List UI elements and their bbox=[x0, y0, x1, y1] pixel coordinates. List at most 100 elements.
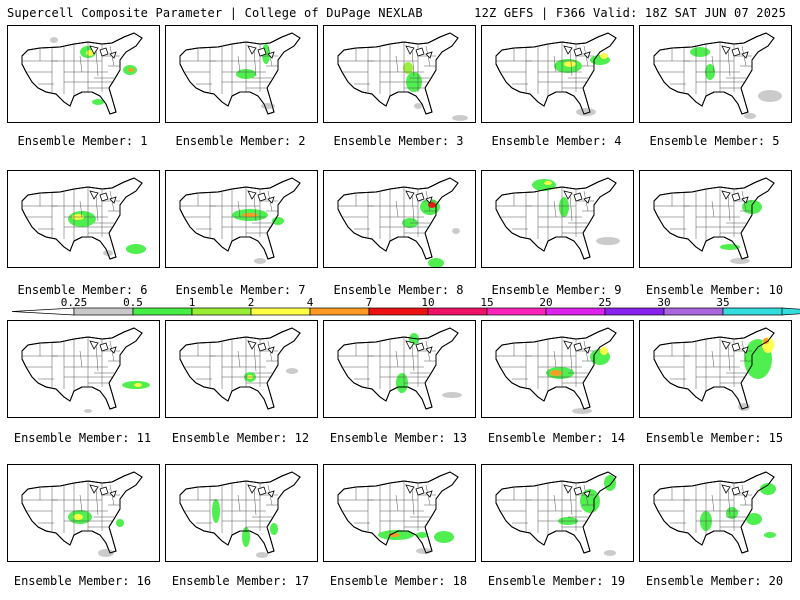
coastline bbox=[21, 327, 143, 410]
state-border bbox=[671, 192, 697, 239]
state-border bbox=[52, 499, 112, 522]
ensemble-member-label: Ensemble Member: 14 bbox=[487, 431, 626, 445]
scp-contour-patch bbox=[414, 103, 422, 109]
great-lakes bbox=[563, 45, 591, 59]
scp-contour-patch bbox=[604, 475, 616, 491]
scp-contour-patch bbox=[600, 347, 608, 355]
state-border bbox=[39, 192, 65, 239]
scp-contour-patch bbox=[286, 368, 298, 374]
scp-contour-patch bbox=[452, 115, 468, 121]
coastline bbox=[653, 177, 775, 260]
coastline bbox=[653, 471, 775, 554]
scp-contour-patch bbox=[128, 68, 134, 72]
state-border bbox=[52, 60, 112, 83]
map-title: Supercell Composite Parameter | College … bbox=[7, 6, 423, 20]
scp-contour-patch bbox=[596, 237, 620, 245]
ensemble-member-map bbox=[481, 25, 634, 123]
model-run-valid-time: 12Z GEFS | F366 Valid: 18Z SAT JUN 07 20… bbox=[474, 6, 786, 20]
scp-contour-patch bbox=[763, 338, 769, 344]
colorbar-tick-label: 10 bbox=[421, 296, 435, 309]
state-border bbox=[355, 486, 381, 533]
great-lakes bbox=[405, 484, 433, 498]
scp-contour-patch bbox=[73, 514, 83, 520]
scp-contour-patch bbox=[764, 532, 776, 538]
us-map bbox=[179, 327, 301, 410]
ensemble-member-map bbox=[7, 320, 160, 418]
colorbar-segment bbox=[427, 307, 488, 316]
ensemble-member-label: Ensemble Member: 16 bbox=[13, 574, 152, 588]
scp-contour-patch bbox=[744, 113, 756, 119]
ensemble-member-map bbox=[481, 320, 634, 418]
ensemble-member-map bbox=[323, 320, 476, 418]
state-border bbox=[513, 486, 539, 533]
coastline bbox=[179, 327, 301, 410]
scp-contour-patch bbox=[98, 549, 114, 557]
ensemble-member-map bbox=[165, 464, 318, 562]
scp-contour-patch bbox=[126, 244, 146, 254]
us-map bbox=[337, 177, 460, 267]
colorbar-tick-label: 2 bbox=[247, 296, 255, 309]
coastline-outline bbox=[653, 177, 775, 260]
scp-contour-patch bbox=[564, 61, 576, 67]
coastline bbox=[495, 32, 617, 115]
state-border bbox=[197, 486, 223, 533]
us-map bbox=[21, 327, 150, 413]
ensemble-member-label: Ensemble Member: 6 bbox=[17, 283, 148, 297]
state-border bbox=[197, 342, 223, 389]
state-border bbox=[210, 499, 270, 522]
coastline-outline bbox=[495, 177, 617, 260]
colorbar-tick-label: 4 bbox=[306, 296, 314, 309]
us-map bbox=[495, 327, 617, 414]
ensemble-member-map bbox=[165, 170, 318, 268]
state-border bbox=[355, 47, 381, 94]
us-map bbox=[21, 32, 143, 115]
colorbar-segment bbox=[368, 307, 429, 316]
state-border bbox=[52, 205, 112, 228]
ensemble-member-map bbox=[639, 464, 792, 562]
ensemble-member-map bbox=[7, 170, 160, 268]
state-border bbox=[197, 47, 223, 94]
coastline bbox=[495, 177, 617, 260]
scp-contour-patch bbox=[116, 519, 124, 527]
ensemble-member-label: Ensemble Member: 8 bbox=[333, 283, 464, 297]
scp-contour-patch bbox=[434, 531, 454, 543]
state-border bbox=[368, 205, 428, 228]
us-map bbox=[653, 327, 775, 411]
scp-contour-patch bbox=[396, 373, 408, 393]
colorbar-segment bbox=[191, 307, 252, 316]
colorbar-segment bbox=[604, 307, 665, 316]
colorbar-legend bbox=[11, 307, 800, 316]
great-lakes bbox=[721, 45, 749, 59]
coastline-outline bbox=[653, 327, 775, 410]
great-lakes bbox=[405, 340, 433, 354]
state-border bbox=[210, 205, 270, 228]
great-lakes bbox=[721, 190, 749, 204]
scp-contour-patch bbox=[452, 228, 460, 234]
colorbar-segment bbox=[486, 307, 547, 316]
ensemble-member-map bbox=[639, 25, 792, 123]
colorbar-high-arrow bbox=[781, 307, 800, 316]
coastline-outline bbox=[21, 32, 143, 115]
us-map bbox=[21, 177, 146, 260]
scp-contour-patch bbox=[559, 197, 569, 217]
great-lakes bbox=[721, 484, 749, 498]
state-border bbox=[513, 47, 539, 94]
ensemble-member-label: Ensemble Member: 12 bbox=[171, 431, 310, 445]
ensemble-member-label: Ensemble Member: 1 bbox=[17, 134, 148, 148]
state-border bbox=[684, 499, 744, 522]
ensemble-member-label: Ensemble Member: 4 bbox=[491, 134, 622, 148]
coastline-outline bbox=[337, 177, 459, 260]
great-lakes bbox=[247, 45, 275, 59]
us-map bbox=[21, 471, 143, 557]
colorbar-low-arrow bbox=[11, 307, 75, 316]
scp-contour-patch bbox=[50, 37, 58, 43]
ensemble-member-label: Ensemble Member: 11 bbox=[13, 431, 152, 445]
scp-contour-patch bbox=[254, 258, 266, 264]
ensemble-member-label: Ensemble Member: 5 bbox=[649, 134, 780, 148]
coastline-outline bbox=[21, 471, 143, 554]
state-border bbox=[684, 355, 744, 378]
us-map bbox=[495, 32, 617, 116]
colorbar-tick-label: 15 bbox=[480, 296, 494, 309]
coastline-outline bbox=[179, 327, 301, 410]
scp-contour-patch bbox=[550, 370, 562, 376]
